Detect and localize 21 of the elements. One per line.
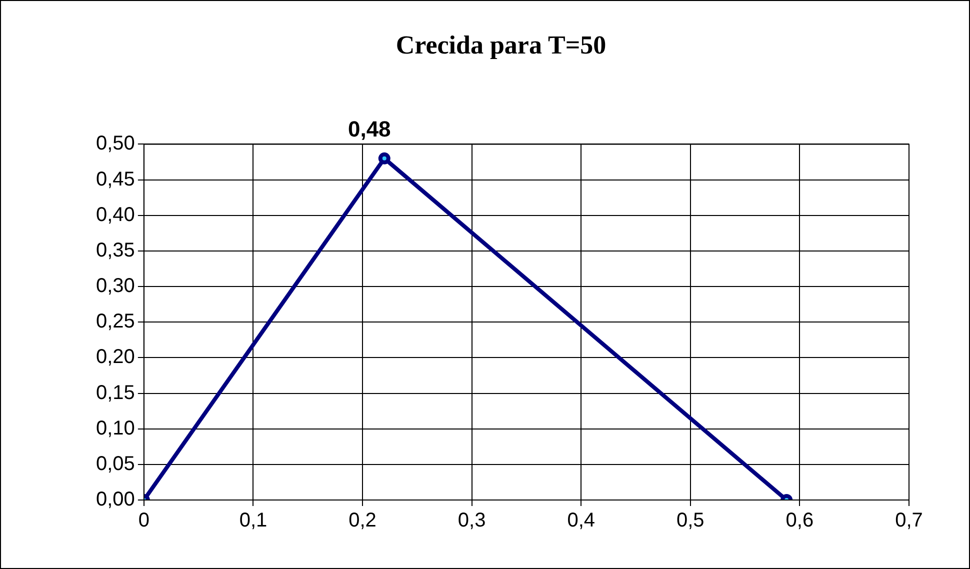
y-tick-label: 0,20 bbox=[96, 346, 135, 368]
x-tick-label: 0,2 bbox=[348, 510, 376, 532]
x-tick-label: 0,1 bbox=[239, 510, 268, 532]
x-tick-label: 0 bbox=[138, 510, 150, 532]
y-tick-label: 0,05 bbox=[96, 452, 135, 475]
y-tick-label: 0,00 bbox=[96, 488, 135, 511]
x-tick-label: 0,7 bbox=[895, 510, 923, 532]
chart-title: Crecida para T=50 bbox=[396, 30, 606, 60]
y-tick-label: 0,15 bbox=[96, 382, 135, 404]
x-tick-label: 0,6 bbox=[786, 510, 814, 532]
y-tick-label: 0,10 bbox=[96, 417, 135, 440]
y-tick-label: 0,30 bbox=[96, 275, 135, 298]
data-label: 0,48 bbox=[348, 116, 391, 142]
y-tick-label: 0,45 bbox=[96, 168, 135, 190]
x-tick-label: 0,4 bbox=[567, 510, 596, 532]
x-tick-label: 0,5 bbox=[676, 510, 704, 532]
y-tick-label: 0,35 bbox=[96, 239, 135, 262]
y-tick-label: 0,50 bbox=[96, 132, 135, 155]
x-tick-label: 0,3 bbox=[458, 510, 486, 532]
y-tick-label: 0,25 bbox=[96, 310, 135, 333]
y-tick-label: 0,40 bbox=[96, 204, 135, 226]
